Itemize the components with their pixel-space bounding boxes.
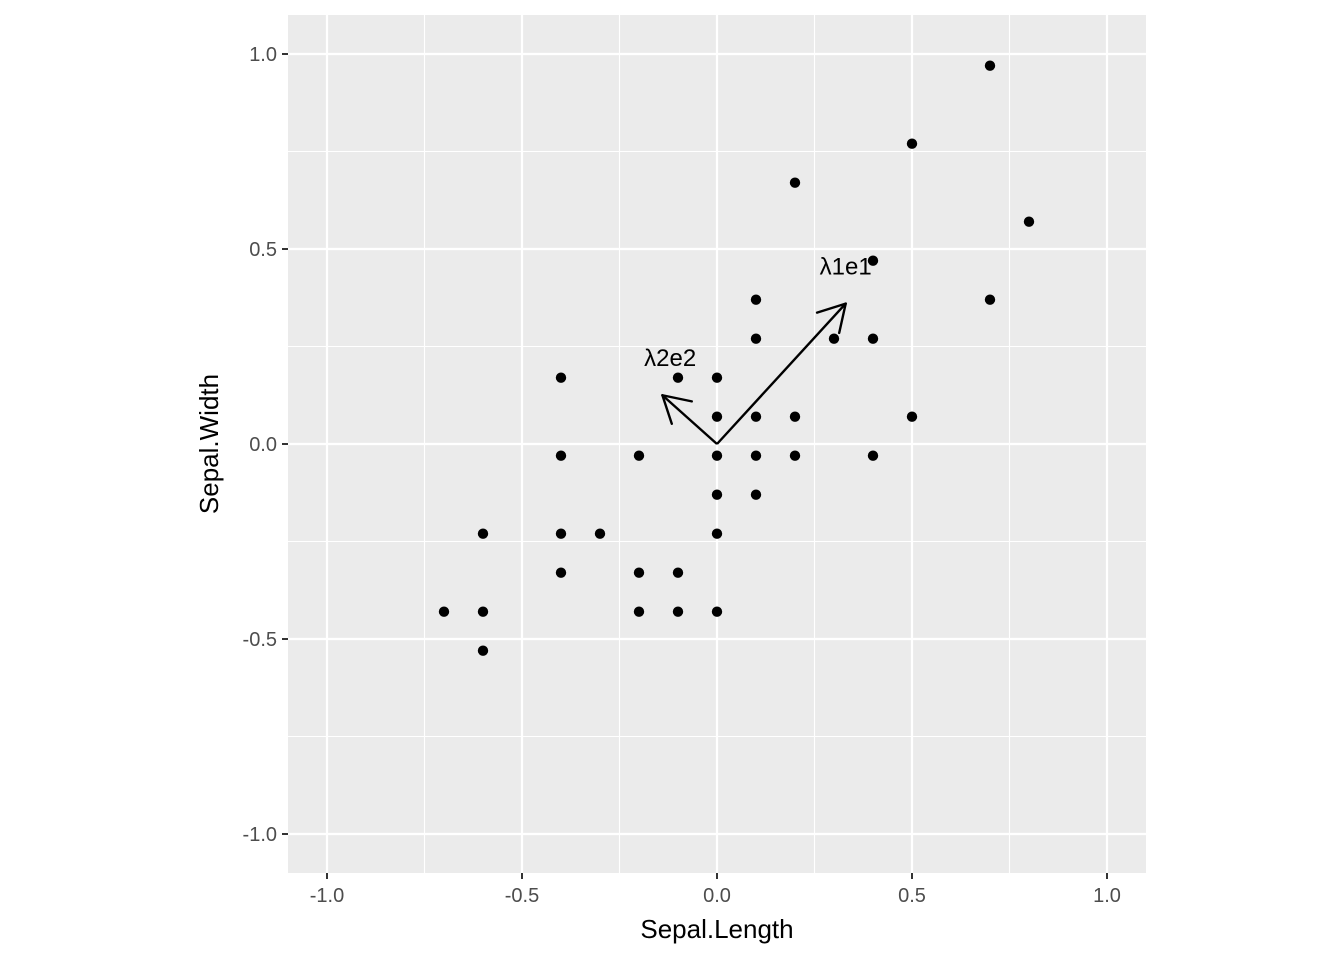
data-point bbox=[477, 528, 489, 539]
data-point bbox=[789, 411, 801, 422]
data-point bbox=[750, 489, 762, 500]
data-point bbox=[789, 177, 801, 188]
y-tick-label: 1.0 bbox=[249, 44, 277, 66]
vector-arrowhead bbox=[815, 302, 847, 314]
y-axis-title: Sepal.Width bbox=[194, 374, 224, 514]
data-point bbox=[477, 645, 489, 656]
vector-line bbox=[716, 302, 847, 445]
data-point bbox=[711, 372, 723, 383]
data-point bbox=[711, 411, 723, 422]
y-tick-label: -0.5 bbox=[243, 629, 277, 651]
data-point bbox=[789, 450, 801, 461]
y-tick-label: -1.0 bbox=[243, 824, 277, 846]
data-point bbox=[1023, 216, 1035, 227]
data-point bbox=[672, 606, 684, 617]
data-point bbox=[711, 489, 723, 500]
vector-label: λ1e1 bbox=[820, 253, 872, 280]
x-axis-title: Sepal.Length bbox=[640, 914, 793, 944]
data-point bbox=[984, 60, 996, 71]
data-point bbox=[555, 528, 567, 539]
eigen-vectors: λ1e1 λ2e2 bbox=[644, 253, 872, 445]
data-point bbox=[594, 528, 606, 539]
y-axis-ticks: -1.0 -0.5 0.0 0.5 1.0 bbox=[243, 44, 288, 846]
vector-line bbox=[661, 394, 718, 445]
data-point bbox=[711, 606, 723, 617]
data-point bbox=[633, 606, 645, 617]
vector-arrowhead bbox=[838, 302, 847, 335]
data-point bbox=[555, 450, 567, 461]
x-axis-ticks: -1.0 -0.5 0.0 0.5 1.0 bbox=[310, 873, 1121, 907]
data-point bbox=[438, 606, 450, 617]
x-tick-label: 0.5 bbox=[898, 885, 926, 907]
data-point bbox=[672, 372, 684, 383]
data-point bbox=[672, 567, 684, 578]
data-point bbox=[867, 255, 879, 266]
data-point bbox=[867, 450, 879, 461]
data-point bbox=[711, 450, 723, 461]
data-point bbox=[555, 567, 567, 578]
data-point bbox=[750, 333, 762, 344]
x-tick-label: 1.0 bbox=[1093, 885, 1121, 907]
data-point bbox=[555, 372, 567, 383]
data-point bbox=[633, 450, 645, 461]
data-point bbox=[867, 333, 879, 344]
data-point bbox=[633, 567, 645, 578]
vector-arrowhead bbox=[661, 394, 693, 403]
y-tick-label: 0.5 bbox=[249, 239, 277, 261]
vector-label: λ2e2 bbox=[644, 345, 696, 372]
x-tick-label: -0.5 bbox=[505, 885, 539, 907]
data-point bbox=[906, 411, 918, 422]
data-point bbox=[984, 294, 996, 305]
data-point bbox=[906, 138, 918, 149]
data-point bbox=[711, 528, 723, 539]
x-tick-label: 0.0 bbox=[703, 885, 731, 907]
data-point bbox=[750, 450, 762, 461]
data-point bbox=[750, 294, 762, 305]
vector-arrowhead bbox=[661, 394, 673, 425]
y-tick-label: 0.0 bbox=[249, 434, 277, 456]
data-points bbox=[438, 60, 1035, 656]
data-point bbox=[828, 333, 840, 344]
data-point bbox=[750, 411, 762, 422]
data-point bbox=[477, 606, 489, 617]
x-tick-label: -1.0 bbox=[310, 885, 344, 907]
